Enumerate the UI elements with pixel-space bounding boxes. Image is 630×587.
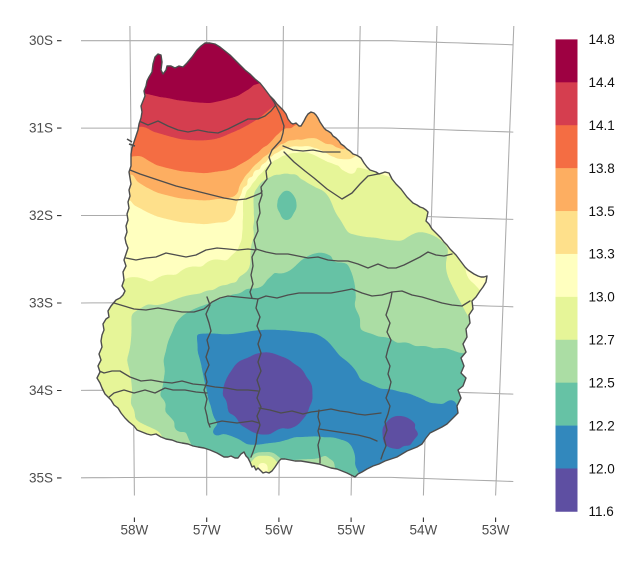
svg-text:35S: 35S <box>29 470 53 485</box>
svg-text:58W: 58W <box>121 523 149 538</box>
svg-text:34S: 34S <box>29 383 53 398</box>
svg-text:13.8: 13.8 <box>589 161 615 176</box>
svg-text:31S: 31S <box>29 121 53 136</box>
svg-text:53W: 53W <box>482 523 510 538</box>
svg-text:11.6: 11.6 <box>589 504 614 519</box>
svg-text:33S: 33S <box>29 296 53 311</box>
svg-text:32S: 32S <box>29 208 53 223</box>
svg-text:57W: 57W <box>193 523 221 538</box>
svg-text:30S: 30S <box>29 33 53 48</box>
svg-text:14.1: 14.1 <box>589 118 615 133</box>
svg-text:12.5: 12.5 <box>589 376 615 391</box>
svg-text:14.4: 14.4 <box>589 75 616 90</box>
svg-text:13.3: 13.3 <box>589 247 615 262</box>
svg-text:12.0: 12.0 <box>589 461 615 476</box>
svg-text:13.5: 13.5 <box>589 204 615 219</box>
svg-text:56W: 56W <box>265 523 293 538</box>
svg-text:12.2: 12.2 <box>589 418 615 433</box>
svg-text:55W: 55W <box>337 523 365 538</box>
svg-text:12.7: 12.7 <box>589 333 615 348</box>
svg-text:13.0: 13.0 <box>589 290 615 305</box>
svg-text:54W: 54W <box>410 523 438 538</box>
svg-text:14.8: 14.8 <box>589 32 615 47</box>
